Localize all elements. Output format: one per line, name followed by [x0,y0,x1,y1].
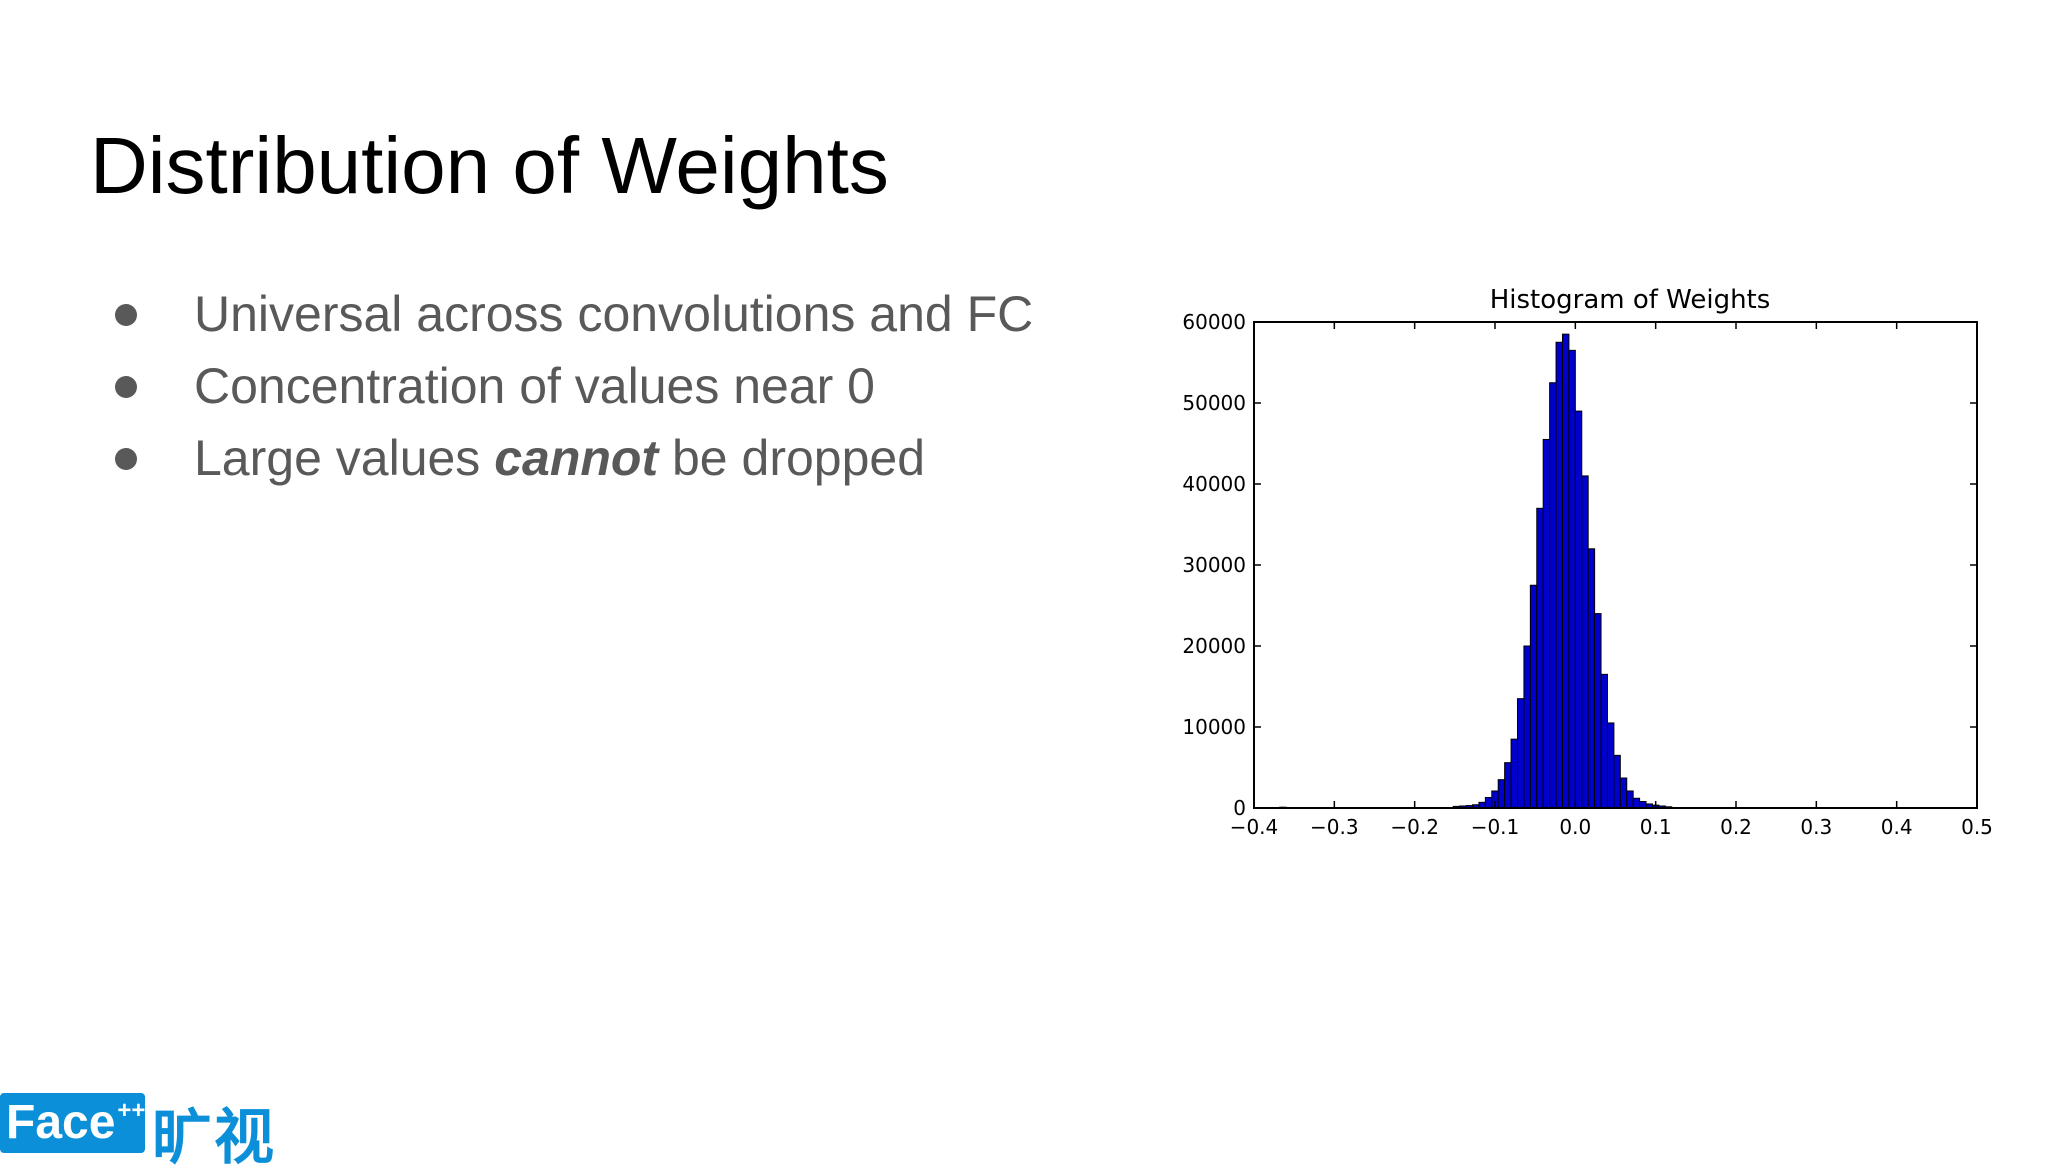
bullet-item: Concentration of values near 0 [110,350,1033,422]
histogram-bar [1536,507,1544,809]
histogram-bar [1574,410,1583,809]
y-tick-label: 50000 [1182,391,1246,415]
x-tick-label: −0.2 [1390,815,1439,839]
histogram-bar [1600,673,1608,809]
bullet-text-emphasis: cannot [494,430,659,486]
y-tick-labels: 0 10000 20000 30000 40000 50000 60000 [1182,310,1246,820]
x-tick-label: 0.5 [1961,815,1993,839]
bullet-text-post: be dropped [658,430,926,486]
bullet-text: Universal across convolutions and FC [194,286,1034,342]
y-tick-label: 10000 [1182,715,1246,739]
y-tick-label: 20000 [1182,634,1246,658]
logo-text: Face++ [6,1095,145,1150]
axis-ticks [1253,321,1978,809]
histogram-bar [1606,722,1615,809]
x-tick-label: 0.4 [1881,815,1913,839]
bullet-text: Concentration of values near 0 [194,358,875,414]
bullet-list: Universal across convolutions and FC Con… [110,278,1033,494]
histogram-bar [1529,584,1538,809]
histogram-bar [1632,797,1641,809]
histogram-bar [1523,645,1531,809]
histogram-bar [1504,762,1512,809]
bullet-text-pre: Large values [194,430,495,486]
logo-box: Face++ [0,1093,145,1153]
histogram-bar [1626,790,1634,809]
histogram-bar [1613,754,1621,809]
histogram-bar [1510,738,1519,809]
logo-word: Face [6,1096,116,1149]
histogram-bar [1587,548,1596,809]
x-tick-label: 0.0 [1559,815,1591,839]
y-tick-label: 60000 [1182,310,1246,334]
bullet-dot-icon [115,304,137,326]
logo-sup: ++ [117,1097,146,1124]
histogram-bar [1581,475,1589,809]
logo-chinese-text: 旷视 [152,1104,276,1171]
x-tick-label: 0.2 [1720,815,1752,839]
bullet-item: Universal across convolutions and FC [110,278,1033,350]
histogram-bar [1497,779,1506,809]
histogram-bars [1279,333,1673,809]
histogram-bar [1484,796,1493,809]
histogram-bar [1555,341,1563,809]
histogram-bar [1549,382,1557,809]
chart-title: Histogram of Weights [1490,285,1771,315]
slide-title: Distribution of Weights [90,121,889,210]
y-tick-label: 40000 [1182,472,1246,496]
x-tick-label: 0.1 [1640,815,1672,839]
bullet-item: Large values cannot be dropped [110,422,1033,494]
histogram-bar [1516,698,1525,809]
histogram-bar [1561,333,1570,809]
x-tick-label: 0.3 [1800,815,1832,839]
y-tick-label: 0 [1233,796,1246,820]
bullet-dot-icon [115,376,137,398]
histogram-chart: Histogram of Weights −0.4 −0.3 −0.2 −0.1 0.0… [1182,285,1993,839]
face-plus-plus-logo: Face++ 旷视 [0,1093,300,1171]
histogram-bar [1594,613,1602,809]
x-tick-label: −0.4 [1230,815,1279,839]
bullet-dot-icon [115,448,137,470]
y-tick-label: 30000 [1182,553,1246,577]
histogram-bar [1619,777,1628,809]
histogram-bar [1542,438,1551,809]
plot-frame [1253,321,1978,809]
x-tick-label: −0.1 [1471,815,1520,839]
histogram-bar [1568,349,1576,809]
x-tick-label: −0.3 [1310,815,1359,839]
x-tick-labels: −0.4 −0.3 −0.2 −0.1 0.0 0.1 0.2 0.3 0.4 0.5 [1230,815,1993,839]
